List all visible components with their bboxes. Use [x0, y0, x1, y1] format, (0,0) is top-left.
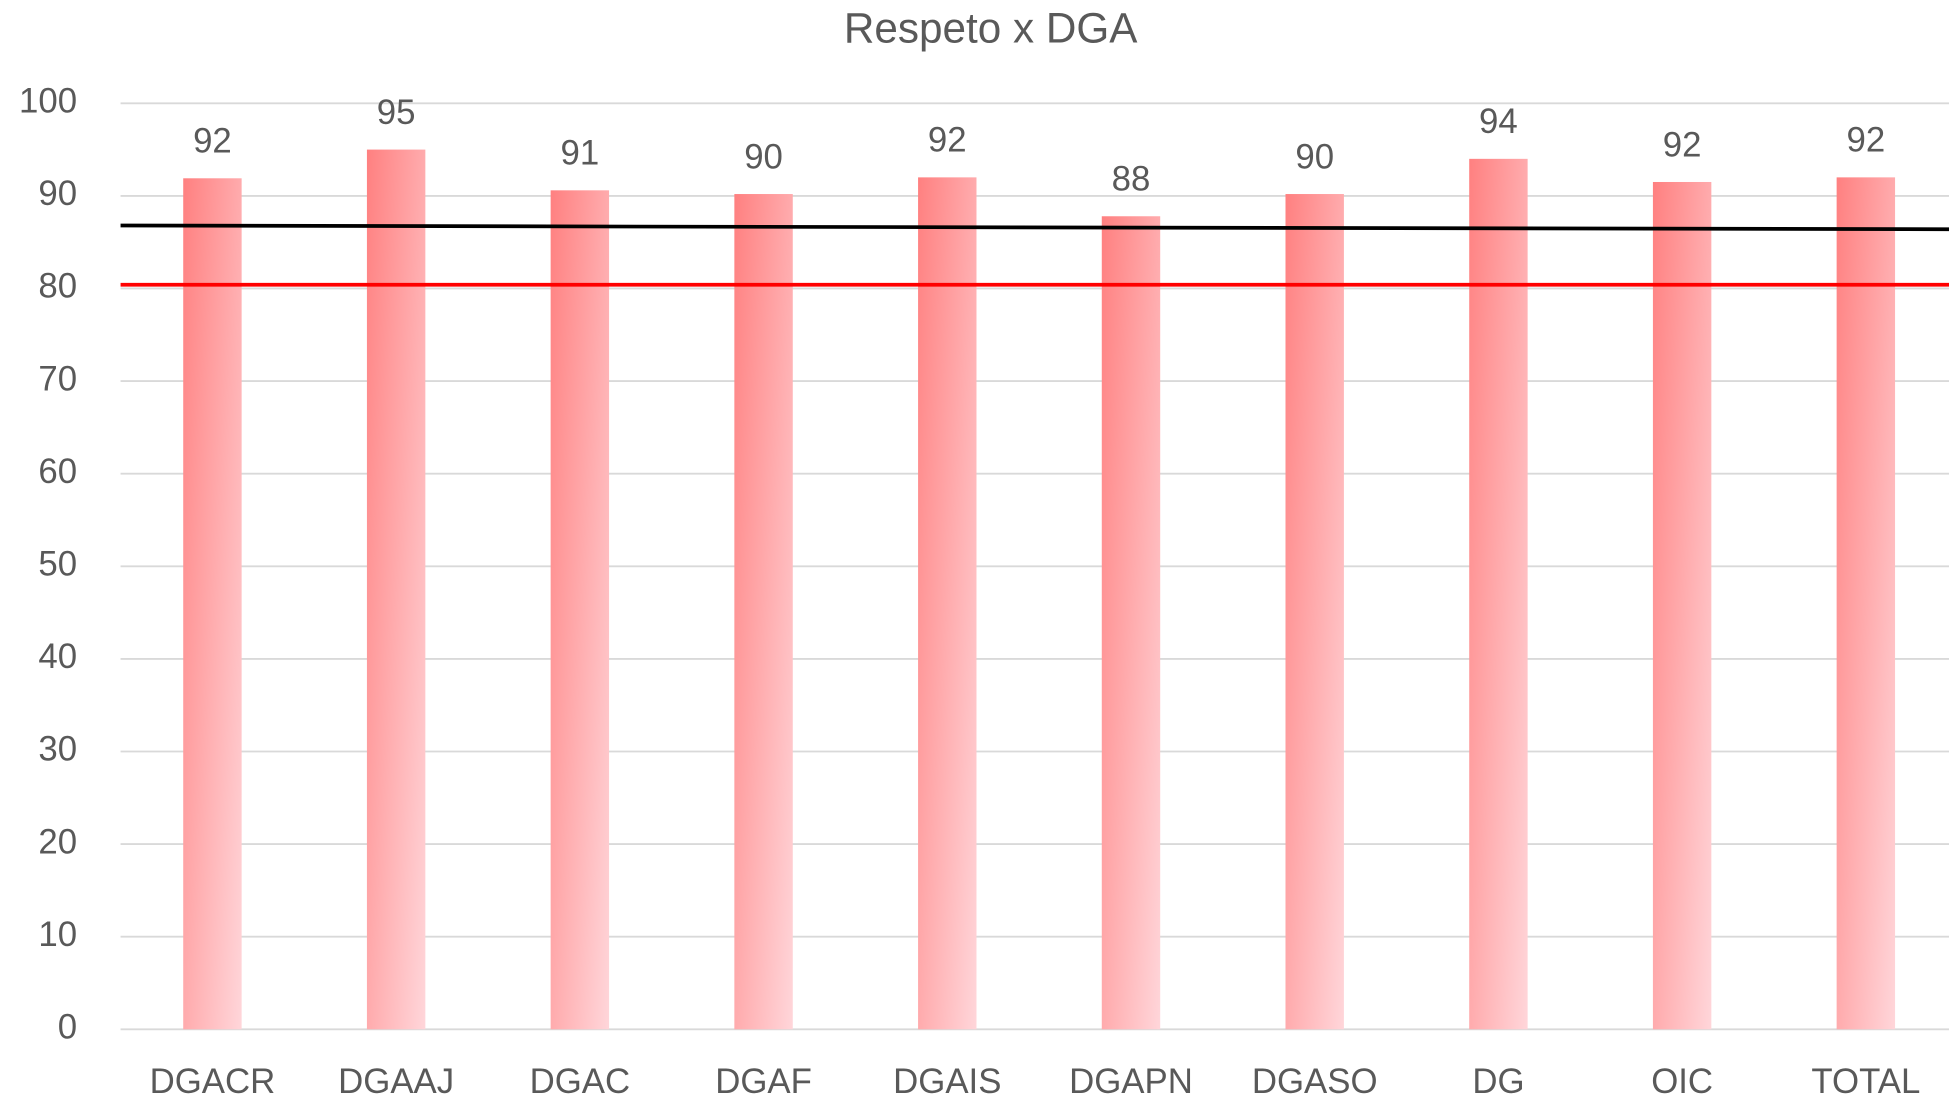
y-tick-label: 10 — [38, 915, 77, 954]
y-tick-label: 40 — [38, 637, 77, 676]
y-tick-label: 60 — [38, 452, 77, 491]
bar — [918, 177, 977, 1030]
y-tick-label: 90 — [38, 174, 77, 213]
data-label: 92 — [193, 122, 232, 161]
x-tick-label: DGAPN — [1069, 1062, 1193, 1101]
bar — [1652, 181, 1712, 1030]
y-tick-label: 50 — [38, 544, 77, 583]
y-tick-label: 80 — [38, 267, 77, 306]
bar — [550, 190, 610, 1030]
reference-line — [120, 223, 1949, 232]
data-label: 92 — [1663, 125, 1702, 164]
chart-title: Respeto x DGA — [844, 4, 1138, 51]
bar — [1285, 194, 1344, 1030]
x-tick-label: DG — [1472, 1062, 1524, 1101]
x-tick-label: DGASO — [1252, 1062, 1378, 1101]
bar — [1101, 216, 1161, 1030]
data-label: 91 — [560, 134, 599, 173]
data-label: 92 — [1846, 121, 1885, 160]
x-tick-label: TOTAL — [1811, 1062, 1920, 1101]
bar — [366, 149, 426, 1030]
x-tick-label: DGAC — [530, 1062, 631, 1101]
data-label: 88 — [1112, 160, 1151, 199]
y-tick-label: 20 — [38, 822, 77, 861]
data-label: 95 — [377, 93, 416, 132]
x-tick-label: OIC — [1651, 1062, 1713, 1101]
data-label: 90 — [1295, 137, 1334, 176]
x-tick-label: DGAF — [715, 1062, 812, 1101]
x-tick-label: DGAIS — [893, 1062, 1001, 1101]
x-tick-label: DGAAJ — [338, 1062, 454, 1101]
x-tick-label: DGACR — [150, 1062, 276, 1101]
bar — [1469, 158, 1528, 1030]
y-tick-label: 0 — [58, 1007, 77, 1046]
y-tick-label: 30 — [38, 730, 77, 769]
data-label: 94 — [1479, 102, 1518, 141]
data-label: 90 — [744, 137, 783, 176]
data-label: 92 — [928, 121, 967, 160]
bar — [183, 178, 242, 1030]
bar — [734, 194, 793, 1030]
y-tick-label: 70 — [38, 359, 77, 398]
y-tick-label: 100 — [19, 81, 77, 120]
bar — [1836, 177, 1896, 1030]
